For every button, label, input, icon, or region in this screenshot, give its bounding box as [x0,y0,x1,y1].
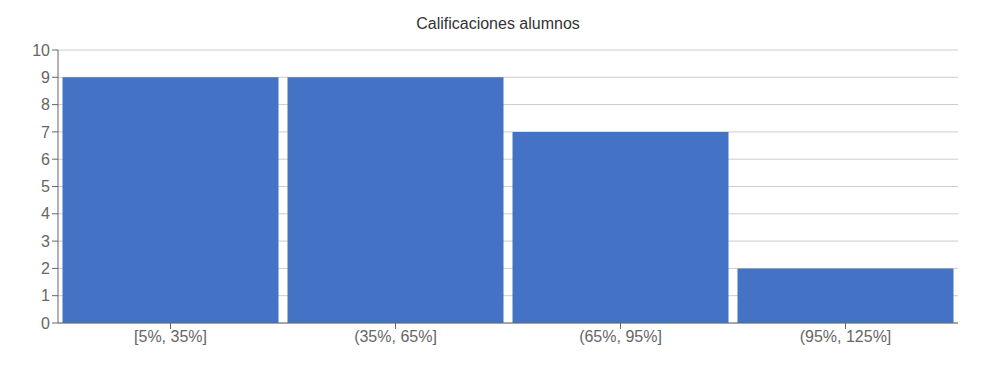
svg-text:[5%, 35%]: [5%, 35%] [134,328,207,345]
svg-text:3: 3 [41,233,50,250]
svg-text:(65%, 95%]: (65%, 95%] [579,328,662,345]
svg-text:(35%, 65%]: (35%, 65%] [354,328,437,345]
html-text:Calificaciones alumnos: Calificaciones alumnos [416,15,580,32]
svg-text:4: 4 [41,205,50,222]
svg-text:6: 6 [41,151,50,168]
svg-text:0: 0 [41,315,50,332]
svg-text:(95%, 125%]: (95%, 125%] [800,328,892,345]
svg-text:1: 1 [41,287,50,304]
svg-text:5: 5 [41,178,50,195]
svg-text:8: 8 [41,96,50,113]
svg-text:7: 7 [41,124,50,141]
svg-text:2: 2 [41,260,50,277]
svg-text:10: 10 [32,42,50,59]
svg-text:9: 9 [41,69,50,86]
